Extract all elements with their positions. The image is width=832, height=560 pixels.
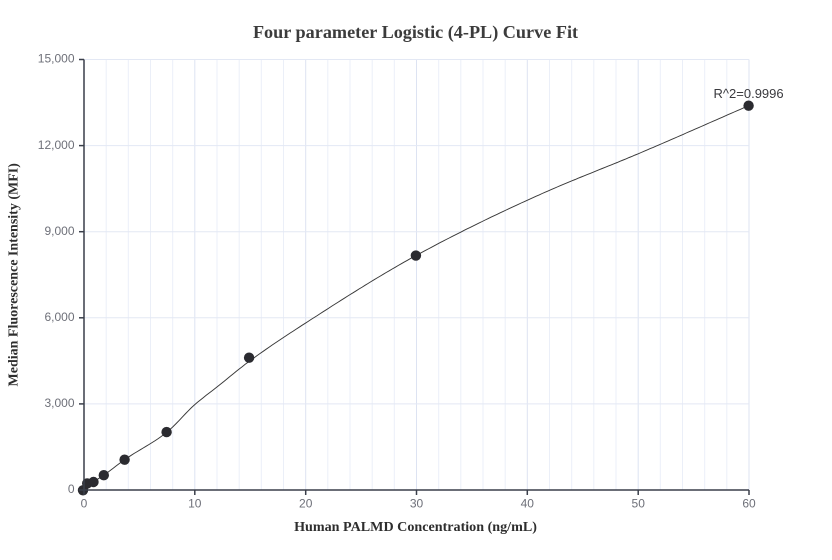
svg-text:0: 0 [81, 497, 88, 511]
svg-text:40: 40 [521, 497, 535, 511]
svg-text:Human PALMD Concentration (ng/: Human PALMD Concentration (ng/mL) [294, 519, 537, 535]
svg-text:12,000: 12,000 [38, 138, 75, 152]
svg-text:50: 50 [632, 497, 646, 511]
svg-text:3,000: 3,000 [44, 396, 74, 410]
svg-text:0: 0 [68, 482, 75, 496]
svg-text:6,000: 6,000 [44, 310, 74, 324]
svg-text:20: 20 [299, 497, 313, 511]
svg-text:15,000: 15,000 [38, 52, 75, 66]
svg-text:9,000: 9,000 [44, 224, 74, 238]
svg-text:30: 30 [410, 497, 424, 511]
svg-text:60: 60 [742, 497, 756, 511]
svg-text:10: 10 [188, 497, 202, 511]
svg-text:R^2=0.9996: R^2=0.9996 [714, 86, 784, 101]
svg-text:Median Fluorescence Intensity: Median Fluorescence Intensity (MFI) [7, 163, 22, 387]
svg-text:Four parameter Logistic (4-PL): Four parameter Logistic (4-PL) Curve Fit [253, 22, 578, 43]
